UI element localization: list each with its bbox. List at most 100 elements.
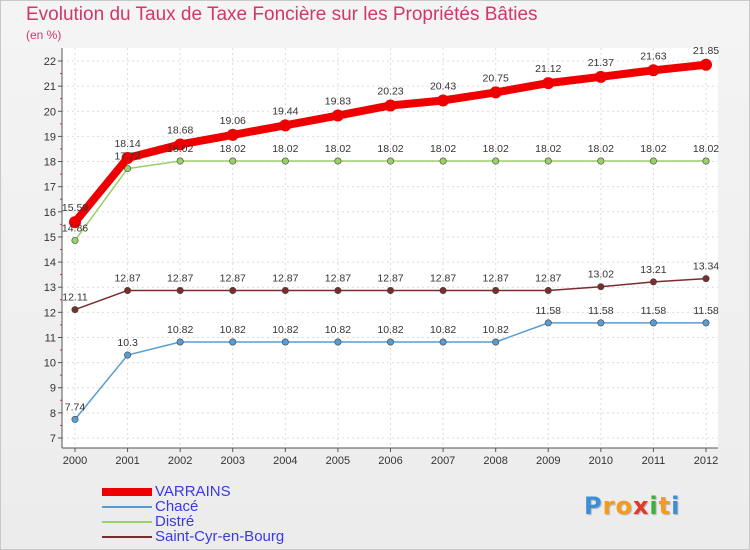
data-label-distre: 14.86: [62, 222, 88, 234]
data-label-saint-cyr-en-bourg: 12.87: [430, 272, 456, 284]
data-label-saint-cyr-en-bourg: 13.02: [588, 269, 614, 281]
data-point-distre: [439, 157, 447, 165]
x-tick-label: 2009: [536, 455, 560, 467]
data-label-varrains: 18.14: [114, 138, 140, 150]
data-point-saint-cyr-en-bourg: [492, 286, 500, 294]
data-point-saint-cyr-en-bourg: [71, 306, 79, 314]
data-point-saint-cyr-en-bourg: [597, 283, 605, 291]
y-tick-label: 8: [50, 408, 56, 420]
data-label-chace: 11.58: [693, 305, 719, 317]
data-label-chace: 11.58: [588, 305, 614, 317]
y-tick-label: 10: [44, 358, 56, 370]
data-point-chace: [71, 415, 79, 423]
x-tick-label: 2001: [115, 455, 139, 467]
data-label-distre: 18.02: [588, 143, 614, 155]
x-tick-label: 2011: [642, 455, 666, 467]
y-tick-label: 19: [44, 131, 56, 143]
data-label-chace: 10.82: [220, 324, 246, 336]
data-label-distre: 18.02: [535, 143, 561, 155]
data-label-saint-cyr-en-bourg: 12.87: [272, 272, 298, 284]
proxiti-logo: Proxiti: [584, 492, 680, 520]
logo-letter: P: [584, 492, 603, 520]
data-label-chace: 10.82: [483, 324, 509, 336]
data-label-distre: 18.02: [640, 143, 666, 155]
logo-letter: x: [632, 492, 650, 520]
y-tick-label: 22: [44, 56, 56, 68]
y-tick-label: 15: [44, 232, 56, 244]
data-label-saint-cyr-en-bourg: 12.87: [114, 272, 140, 284]
data-label-distre: 18.02: [325, 143, 351, 155]
data-point-saint-cyr-en-bourg: [334, 286, 342, 294]
data-point-distre: [597, 157, 605, 165]
data-label-varrains: 21.85: [693, 45, 719, 57]
x-tick-label: 2002: [168, 455, 192, 467]
legend-item-distre: Distré: [102, 513, 284, 530]
data-point-chace: [649, 319, 657, 327]
logo-letter: i: [649, 492, 659, 520]
data-label-chace: 11.58: [641, 305, 667, 317]
data-point-varrains: [384, 99, 397, 112]
data-label-chace: 10.82: [325, 324, 351, 336]
legend-item-varrains: VARRAINS: [102, 483, 284, 500]
data-point-chace: [229, 338, 237, 346]
data-label-varrains: 19.83: [325, 96, 351, 108]
data-label-saint-cyr-en-bourg: 12.87: [325, 272, 351, 284]
data-label-chace: 10.3: [117, 337, 138, 349]
legend-swatch-saint-cyr-en-bourg: [102, 535, 152, 538]
legend: VARRAINS Chacé Distré Saint-Cyr-en-Bourg: [102, 483, 285, 545]
data-label-saint-cyr-en-bourg: 12.87: [535, 272, 561, 284]
data-point-distre: [702, 157, 710, 165]
data-point-saint-cyr-en-bourg: [544, 286, 552, 294]
data-label-varrains: 19.06: [220, 115, 246, 127]
x-tick-label: 2010: [589, 455, 613, 467]
data-point-saint-cyr-en-bourg: [649, 278, 657, 286]
y-axis-unit-label: (en %): [26, 28, 62, 42]
y-tick-label: 11: [45, 332, 56, 344]
y-tick-label: 14: [44, 257, 56, 269]
data-point-varrains: [174, 138, 187, 151]
legend-label-chace: Chacé: [155, 498, 199, 515]
data-point-distre: [176, 157, 184, 165]
data-point-distre: [281, 157, 289, 165]
data-label-distre: 18.02: [272, 143, 298, 155]
data-point-saint-cyr-en-bourg: [176, 286, 184, 294]
data-point-chace: [386, 338, 394, 346]
data-point-varrains: [69, 216, 81, 229]
data-label-distre: 18.02: [483, 143, 509, 155]
x-tick-label: 2000: [63, 455, 87, 467]
data-label-chace: 7.74: [65, 401, 86, 413]
data-label-varrains: 21.12: [535, 63, 561, 75]
data-label-distre: 18.02: [430, 143, 456, 155]
chart-title: Evolution du Taux de Taxe Foncière sur l…: [26, 4, 538, 25]
data-label-saint-cyr-en-bourg: 12.87: [377, 272, 403, 284]
data-label-varrains: 20.23: [377, 85, 403, 97]
x-tick-label: 2004: [273, 455, 297, 467]
data-label-chace: 10.82: [167, 324, 193, 336]
data-label-saint-cyr-en-bourg: 12.11: [62, 292, 88, 304]
data-point-chace: [124, 351, 132, 359]
data-point-chace: [597, 319, 605, 327]
legend-label-saint-cyr-en-bourg: Saint-Cyr-en-Bourg: [155, 528, 285, 545]
y-tick-label: 16: [44, 207, 56, 219]
data-label-saint-cyr-en-bourg: 12.87: [220, 272, 246, 284]
x-tick-label: 2005: [326, 455, 350, 467]
data-label-varrains: 21.63: [640, 50, 666, 62]
data-point-chace: [176, 338, 184, 346]
data-point-varrains: [331, 109, 344, 122]
data-point-distre: [544, 157, 552, 165]
data-point-saint-cyr-en-bourg: [124, 286, 132, 294]
data-label-saint-cyr-en-bourg: 13.34: [693, 261, 719, 273]
data-label-varrains: 20.43: [430, 80, 456, 92]
y-tick-label: 20: [44, 106, 56, 118]
data-label-chace: 10.82: [430, 324, 456, 336]
x-tick-label: 2006: [378, 455, 402, 467]
data-labels: 7.74 10.3 10.82 10.82 10.82 10.82 10.82 10.82 10…: [62, 45, 719, 414]
data-point-varrains: [647, 64, 660, 77]
data-point-chace: [702, 319, 710, 327]
data-label-varrains: 20.75: [483, 72, 509, 84]
data-point-chace: [334, 338, 342, 346]
y-tick-label: 17: [44, 182, 56, 194]
data-point-varrains: [489, 86, 502, 99]
data-label-varrains: 18.68: [167, 124, 193, 136]
x-tick-label: 2007: [431, 455, 455, 467]
